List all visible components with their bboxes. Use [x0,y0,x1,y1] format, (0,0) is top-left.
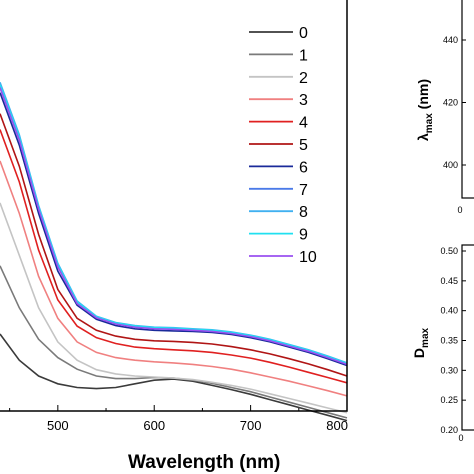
dmax-plot-frame [461,244,474,431]
series-line-2 [0,202,348,414]
dmax-plot: 0.50 0.45 0.40 0.35 0.30 0.25 0.20 Dmax 0 [411,244,474,443]
lambda-tick-label-420: 420 [443,98,458,108]
legend-label: 7 [299,182,308,199]
dmax-tick-label-0.30: 0.30 [440,365,458,375]
series-line-0 [0,333,348,422]
lambda-max-y-axis: 440 420 400 [443,35,466,170]
lambda-tick-label-400: 400 [443,160,458,170]
legend-label: 1 [299,47,308,64]
dmax-axis-title: Dmax [411,327,431,358]
legend-item-5: 5 [249,137,308,154]
legend-item-0: 0 [249,25,308,42]
legend-label: 4 [299,115,308,132]
legend-label: 5 [299,137,308,154]
series-line-7 [0,87,348,365]
legend-item-1: 1 [249,47,308,64]
legend-label: 9 [299,227,308,244]
spectra-series-group [0,82,348,422]
legend-label: 0 [299,25,308,42]
legend-item-2: 2 [249,70,308,87]
dmax-x-tick-0: 0 [458,433,463,443]
x-tick-label-700: 700 [240,418,262,433]
series-line-9 [0,84,348,365]
spectra-plot: 500 600 700 800 Wavelength (nm) 0 1 2 3 4 5 6 7 8 9 1… [0,0,348,473]
legend-item-6: 6 [249,159,308,176]
dmax-tick-label-0.50: 0.50 [440,246,458,256]
dmax-tick-label-0.40: 0.40 [440,306,458,316]
legend-label: 6 [299,159,308,176]
legend-label: 3 [299,92,308,109]
series-line-3 [0,160,348,397]
dmax-tick-label-0.45: 0.45 [440,276,458,286]
spectra-plot-frame [0,0,348,412]
series-line-4 [0,129,348,384]
legend-label: 10 [299,249,317,266]
series-line-6 [0,92,348,367]
series-line-5 [0,113,348,377]
x-tick-label-800: 800 [326,418,348,433]
spectra-legend: 0 1 2 3 4 5 6 7 8 9 10 [249,25,317,266]
spectra-x-axis: 500 600 700 800 [9,405,348,433]
x-tick-label-500: 500 [47,418,69,433]
dmax-tick-label-0.20: 0.20 [440,425,458,435]
series-line-8 [0,82,348,364]
spectra-x-axis-title: Wavelength (nm) [128,452,280,473]
lambda-tick-label-440: 440 [443,35,458,45]
x-tick-label-600: 600 [143,418,165,433]
legend-item-9: 9 [249,227,308,244]
legend-item-4: 4 [249,115,308,132]
series-line-10 [0,87,348,366]
legend-label: 2 [299,70,308,87]
lambda-max-plot-frame [461,0,474,199]
dmax-y-axis: 0.50 0.45 0.40 0.35 0.30 0.25 0.20 [440,246,466,435]
legend-item-7: 7 [249,182,308,199]
legend-label: 8 [299,204,308,221]
lambda-max-axis-title: λmax (nm) [415,79,435,141]
legend-item-10: 10 [249,249,317,266]
lambda-max-x-tick-0: 0 [457,205,462,215]
legend-item-3: 3 [249,92,308,109]
dmax-tick-label-0.35: 0.35 [440,336,458,346]
dmax-tick-label-0.25: 0.25 [440,395,458,405]
legend-item-8: 8 [249,204,308,221]
lambda-max-plot: 440 420 400 λmax (nm) 0 [415,0,474,215]
